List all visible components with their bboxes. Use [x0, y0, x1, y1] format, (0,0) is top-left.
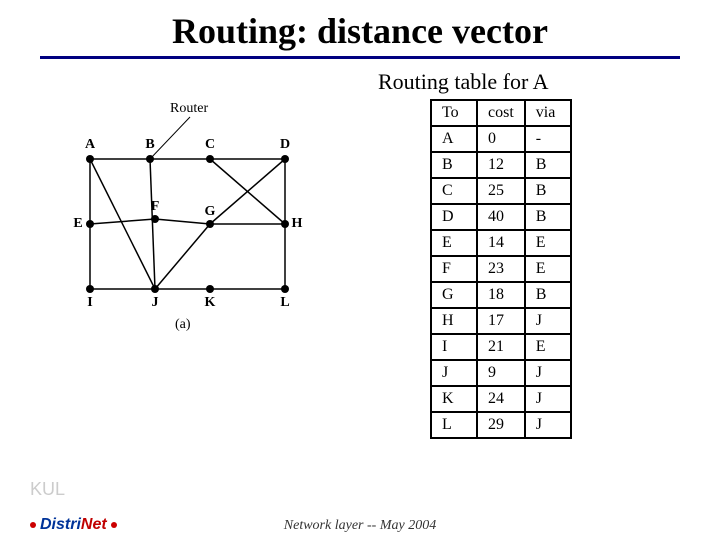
table-row: L29J [431, 412, 571, 438]
node-label: H [292, 216, 303, 232]
node-dot [146, 155, 154, 163]
table-cell: - [525, 126, 571, 152]
table-row: I21E [431, 334, 571, 360]
node-dot [206, 155, 214, 163]
table-cell: G [431, 282, 477, 308]
slide-title: Routing: distance vector [0, 0, 720, 52]
footer-text: Network layer -- May 2004 [0, 518, 720, 534]
table-cell: 40 [477, 204, 525, 230]
router-label: Router [170, 101, 208, 117]
routing-table: TocostviaA0-B12BC25BD40BE14EF23EG18BH17J… [430, 99, 572, 439]
node-dot [281, 285, 289, 293]
node-label: C [205, 137, 215, 153]
table-header-cell: via [525, 100, 571, 126]
content-area: RouterABCDEFGHIJKL(a) Routing table for … [0, 59, 720, 439]
table-cell: H [431, 308, 477, 334]
table-cell: B [525, 178, 571, 204]
node-dot [86, 155, 94, 163]
routing-table-title: Routing table for A [378, 69, 690, 95]
table-cell: B [525, 204, 571, 230]
table-cell: B [431, 152, 477, 178]
table-cell: I [431, 334, 477, 360]
node-label: K [205, 295, 216, 311]
node-label: L [280, 295, 289, 311]
table-cell: 14 [477, 230, 525, 256]
table-row: A0- [431, 126, 571, 152]
node-dot [206, 285, 214, 293]
table-cell: 29 [477, 412, 525, 438]
node-label: J [152, 295, 159, 311]
node-dot [281, 220, 289, 228]
table-cell: 23 [477, 256, 525, 282]
table-row: C25B [431, 178, 571, 204]
table-row: K24J [431, 386, 571, 412]
table-cell: C [431, 178, 477, 204]
node-label: I [87, 295, 92, 311]
table-row: G18B [431, 282, 571, 308]
table-cell: 9 [477, 360, 525, 386]
table-cell: B [525, 152, 571, 178]
table-cell: 0 [477, 126, 525, 152]
network-diagram: Router A B C D E F G H I J K L (a) [50, 99, 340, 339]
table-row: D40B [431, 204, 571, 230]
table-header-cell: cost [477, 100, 525, 126]
table-cell: J [525, 360, 571, 386]
table-cell: K [431, 386, 477, 412]
table-cell: F [431, 256, 477, 282]
table-cell: D [431, 204, 477, 230]
table-cell: A [431, 126, 477, 152]
node-label: A [85, 137, 95, 153]
table-cell: E [431, 230, 477, 256]
node-label: E [73, 216, 82, 232]
table-cell: 18 [477, 282, 525, 308]
table-column: Routing table for A TocostviaA0-B12BC25B… [360, 69, 690, 439]
table-cell: J [525, 386, 571, 412]
table-cell: 25 [477, 178, 525, 204]
node-label: G [205, 204, 216, 220]
node-dot [151, 285, 159, 293]
table-row: E14E [431, 230, 571, 256]
node-label: D [280, 137, 290, 153]
node-dot [151, 215, 159, 223]
table-cell: L [431, 412, 477, 438]
table-row: B12B [431, 152, 571, 178]
table-cell: E [525, 230, 571, 256]
table-cell: 24 [477, 386, 525, 412]
table-cell: J [525, 308, 571, 334]
node-dot [86, 285, 94, 293]
diagram-caption: (a) [175, 317, 191, 333]
diagram-column: Router A B C D E F G H I J K L (a) [30, 69, 360, 339]
table-cell: 12 [477, 152, 525, 178]
node-dot [206, 220, 214, 228]
table-row: F23E [431, 256, 571, 282]
node-dot [281, 155, 289, 163]
node-dot [86, 220, 94, 228]
table-row: J9J [431, 360, 571, 386]
table-cell: J [431, 360, 477, 386]
node-label: B [145, 137, 154, 153]
node-label: F [151, 199, 160, 215]
table-cell: 21 [477, 334, 525, 360]
table-cell: J [525, 412, 571, 438]
table-cell: B [525, 282, 571, 308]
table-cell: 17 [477, 308, 525, 334]
table-cell: E [525, 334, 571, 360]
table-row: H17J [431, 308, 571, 334]
watermark-text: KUL [30, 479, 65, 500]
table-cell: E [525, 256, 571, 282]
table-header-cell: To [431, 100, 477, 126]
